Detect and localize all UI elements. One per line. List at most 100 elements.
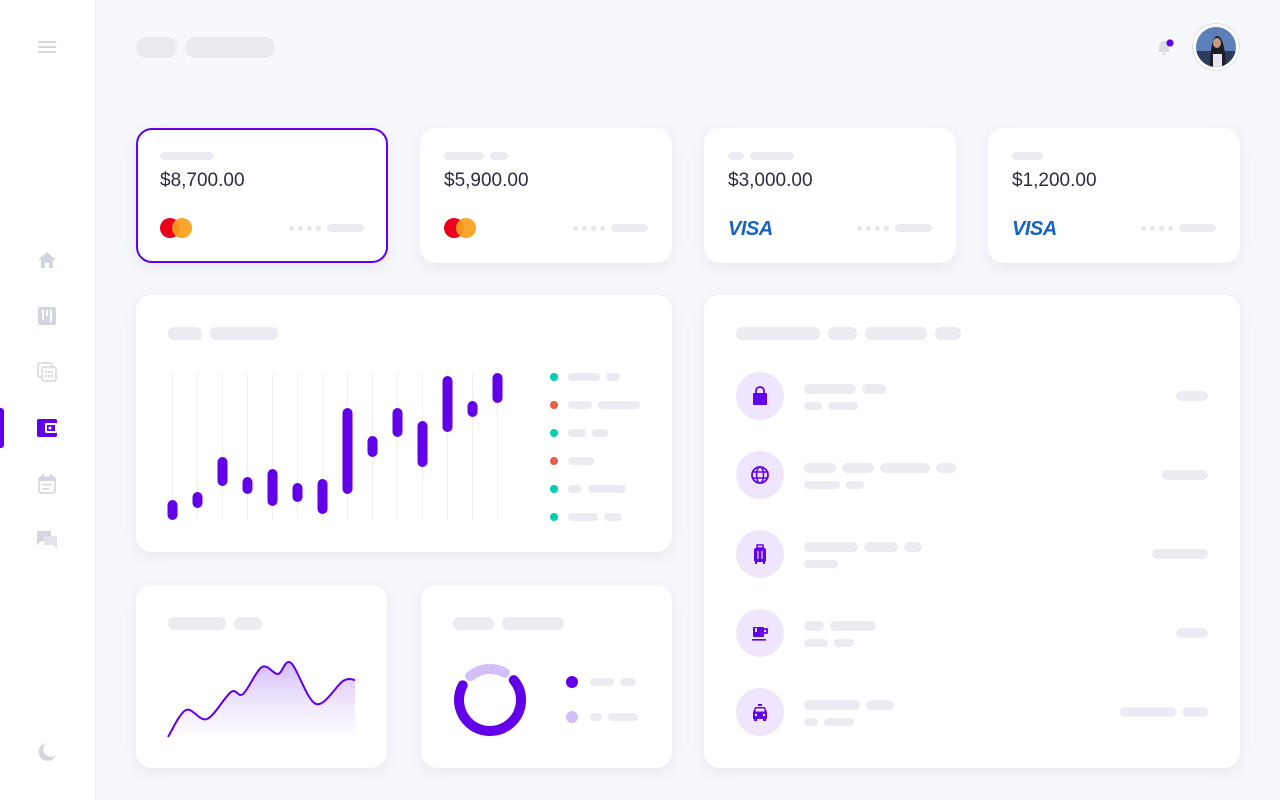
notification-button[interactable] [1155,38,1175,58]
chat-icon [37,531,57,549]
account-card[interactable]: $5,900.00 [420,128,672,263]
transaction-amount-skeleton [1152,549,1208,559]
transaction-amount-skeleton [1176,628,1208,638]
account-label-skeleton [490,152,508,160]
donut-segment[interactable] [446,656,533,743]
area-fill [168,661,355,737]
account-card[interactable]: $8,700.00 [136,128,388,263]
card-title-skeleton [736,327,820,340]
calendar-grid-icon [37,362,57,382]
card-title-skeleton [865,327,927,340]
mastercard-logo [160,218,192,238]
legend-item [550,513,622,521]
legend-item [550,429,608,437]
transaction-row[interactable] [736,688,1208,736]
account-label-skeleton [1012,152,1043,160]
account-card[interactable]: $3,000.00 VISA [704,128,956,263]
donut-legend-item [566,711,638,723]
card-title-skeleton [453,617,494,630]
candle-bar[interactable] [417,421,428,467]
user-avatar [1196,27,1236,67]
card-title-skeleton [935,327,961,340]
transaction-title-skeleton [804,700,894,710]
donut-chart-card [421,585,672,768]
sidebar-item-wallet[interactable] [36,417,58,439]
event-icon [38,474,56,494]
account-card[interactable]: $1,200.00 VISA [988,128,1240,263]
candle-bar[interactable] [292,483,303,502]
transaction-title-skeleton [804,542,922,552]
legend-item [550,373,620,381]
area-chart [167,661,356,738]
account-label-skeleton [444,152,484,160]
card-title-skeleton [828,327,857,340]
mastercard-logo [444,218,476,238]
candle-bar[interactable] [242,477,253,494]
transaction-amount-skeleton [1162,470,1208,480]
transaction-row[interactable] [736,372,1208,420]
candle-bar[interactable] [192,492,203,508]
card-title-skeleton [210,327,278,340]
transaction-row[interactable] [736,609,1208,657]
transaction-amount-skeleton [1120,707,1208,717]
donut-segment[interactable] [446,656,533,743]
moon-icon[interactable] [36,741,58,763]
area-chart-card [136,585,387,768]
card-title-skeleton [234,617,262,630]
sidebar-item-calendar-grid[interactable] [36,361,58,383]
card-title-skeleton [168,617,226,630]
sidebar-item-board[interactable] [36,305,58,327]
breadcrumb-item[interactable] [185,37,275,58]
transaction-subtitle-skeleton [804,402,858,410]
candle-bar[interactable] [342,408,353,494]
candle-bar[interactable] [167,500,178,520]
transaction-amount-skeleton [1176,391,1208,401]
coffee-icon [736,609,784,657]
candle-bar[interactable] [367,436,378,457]
legend-item [550,485,626,493]
hamburger-icon[interactable] [36,36,58,58]
candle-bar[interactable] [467,401,478,417]
card-number-masked [1141,224,1216,232]
account-label-skeleton [728,152,744,160]
avatar[interactable] [1192,23,1240,71]
donut-chart [446,656,533,743]
candle-bar[interactable] [392,408,403,437]
account-label-skeleton [160,152,214,160]
shopping-bag-icon [736,372,784,420]
card-title-skeleton [168,327,202,340]
candle-bar[interactable] [217,457,228,486]
sidebar [0,0,96,800]
taxi-icon [736,688,784,736]
account-balance: $5,900.00 [444,170,529,191]
transaction-subtitle-skeleton [804,560,838,568]
sidebar-item-events[interactable] [36,473,58,495]
transaction-title-skeleton [804,621,876,631]
transaction-subtitle-skeleton [804,481,864,489]
spending-chart-card [136,295,672,552]
account-balance: $1,200.00 [1012,170,1097,191]
transaction-title-skeleton [804,384,886,394]
legend-item [550,457,594,465]
breadcrumb [136,37,275,58]
transactions-card [704,295,1240,768]
candle-bar[interactable] [317,479,328,514]
candle-bar[interactable] [492,373,503,403]
area-line [167,661,356,738]
card-number-masked [857,224,932,232]
candlestick-chart [167,373,503,520]
sidebar-item-home[interactable] [36,249,58,271]
visa-logo: VISA [1012,218,1057,240]
donut-legend-item [566,676,636,688]
notification-dot [1166,39,1174,47]
sidebar-item-chat[interactable] [36,529,58,551]
transaction-subtitle-skeleton [804,718,854,726]
visa-logo: VISA [728,218,773,240]
candle-bar[interactable] [442,376,453,432]
transaction-row[interactable] [736,451,1208,499]
board-icon [38,307,56,325]
transaction-row[interactable] [736,530,1208,578]
candle-bar[interactable] [267,469,278,506]
globe-icon [736,451,784,499]
breadcrumb-item[interactable] [136,37,177,58]
